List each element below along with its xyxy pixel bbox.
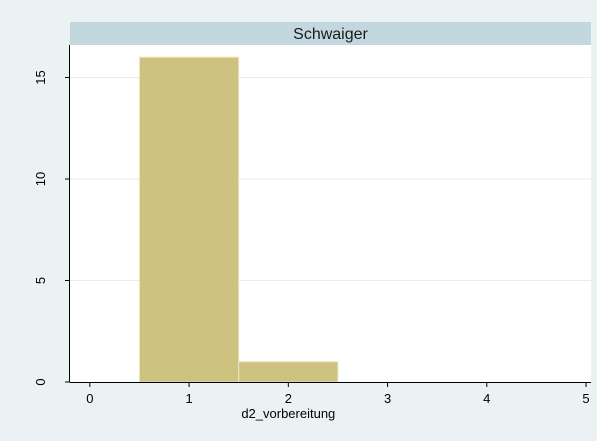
bar-1 — [138, 56, 240, 383]
title-band — [70, 22, 591, 45]
bars — [138, 56, 339, 383]
y-axis: 0 5 10 15 — [33, 45, 70, 386]
x-tick-label-0: 0 — [86, 391, 93, 406]
x-tick-label-5: 5 — [582, 391, 589, 406]
y-tick-label-5: 5 — [33, 277, 48, 284]
x-axis-title: d2_vorbereitung — [241, 406, 335, 421]
chart-title: Schwaiger — [293, 26, 368, 43]
x-tick-label-3: 3 — [384, 391, 391, 406]
y-tick-label-10: 10 — [33, 172, 48, 186]
x-tick-label-2: 2 — [285, 391, 292, 406]
x-axis: 0 1 2 3 4 5 — [70, 382, 591, 406]
y-tick-label-0: 0 — [33, 378, 48, 385]
bar-2 — [238, 361, 339, 383]
x-tick-label-1: 1 — [185, 391, 192, 406]
x-tick-label-4: 4 — [483, 391, 490, 406]
y-tick-label-15: 15 — [33, 70, 48, 84]
